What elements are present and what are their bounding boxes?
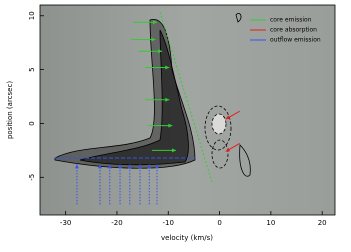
arrow-head — [225, 115, 231, 120]
arrow — [131, 37, 156, 42]
arrow-head — [107, 164, 112, 169]
arrow — [145, 97, 170, 102]
arrow-head — [74, 164, 79, 169]
legend-label: outflow emission — [270, 37, 321, 44]
contour — [235, 13, 242, 23]
arrow — [154, 164, 159, 205]
arrow — [107, 164, 112, 205]
arrow — [148, 123, 173, 128]
arrow-head — [147, 164, 152, 169]
arrow-head — [171, 148, 176, 153]
legend-label: core emission — [270, 17, 312, 24]
x-tick-label: 0 — [217, 219, 221, 227]
arrow — [132, 20, 157, 25]
arrow — [127, 164, 132, 205]
x-tick-label: -10 — [163, 219, 174, 227]
dashed-contours — [204, 105, 232, 169]
fit-line — [159, 11, 213, 183]
arrow — [74, 164, 79, 205]
arrow-head — [165, 97, 170, 102]
arrow-head — [127, 164, 132, 169]
arrow — [118, 164, 123, 205]
legend-label: core absorption — [270, 27, 317, 34]
y-tick-label: -5 — [28, 174, 36, 181]
x-axis-label: velocity (km/s) — [161, 234, 213, 242]
plot-frame — [39, 4, 336, 216]
arrow — [151, 148, 176, 153]
arrow-head — [165, 65, 170, 70]
contour — [239, 144, 251, 177]
arrow — [225, 143, 240, 152]
arrow — [138, 49, 163, 54]
y-tick-label: 5 — [28, 67, 36, 71]
contour — [204, 105, 232, 151]
arrow — [147, 164, 152, 205]
arrow — [145, 65, 170, 70]
y-axis-label: position (arcsec) — [6, 81, 14, 139]
arrow — [98, 164, 103, 205]
contour — [211, 139, 229, 169]
arrow-head — [138, 164, 143, 169]
x-tick-label: 20 — [318, 219, 327, 227]
arrow-head — [118, 164, 123, 169]
arrow-head — [158, 49, 163, 54]
plot-background — [40, 5, 335, 215]
x-tick-label: 10 — [266, 219, 275, 227]
y-tick-label: 0 — [28, 121, 36, 125]
x-tick-label: -20 — [111, 219, 122, 227]
contour — [211, 113, 227, 135]
arrow-head — [98, 164, 103, 169]
arrow — [138, 164, 143, 205]
contour — [79, 29, 189, 166]
arrow-head — [168, 123, 173, 128]
arrow-head — [151, 37, 156, 42]
arrow — [225, 110, 240, 120]
arrow-head — [152, 20, 157, 25]
x-tick-label: -30 — [60, 219, 71, 227]
y-tick-label: 10 — [28, 11, 36, 20]
arrow-head — [154, 164, 159, 169]
arrow-head — [225, 147, 231, 152]
